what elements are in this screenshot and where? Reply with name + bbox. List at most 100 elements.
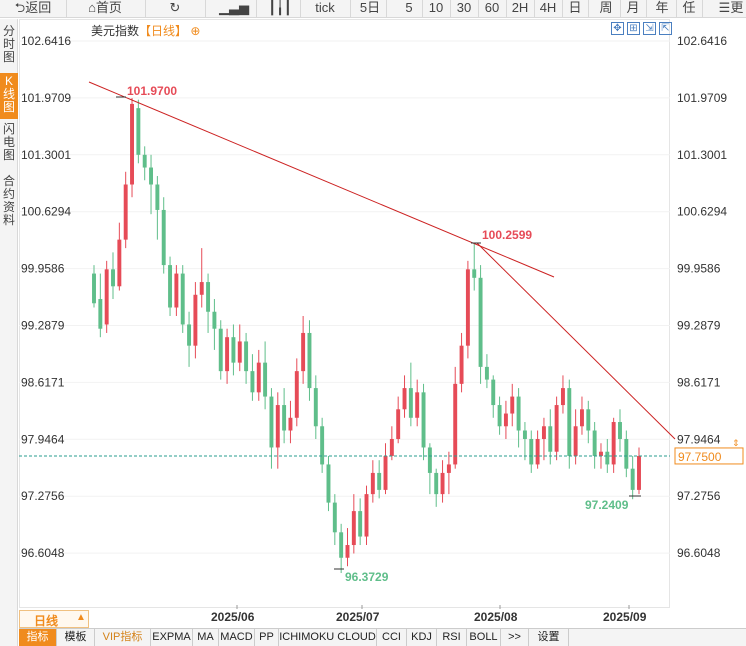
period-button-0[interactable]: 5日 [359,0,381,15]
candle-body-1 [98,299,103,329]
indicator-tab-5[interactable]: MACD [219,629,255,646]
candle-body-69 [529,438,534,465]
x-label-1: 2025/07 [336,610,380,624]
zoom-in-icon[interactable]: ⇲ [643,22,656,35]
candle-body-22 [231,337,236,363]
more-label: 更 [730,0,744,15]
indicator-tab-2[interactable]: VIP指标 [95,629,151,646]
indicator-tab-8[interactable]: CCI [377,629,407,646]
chart-type-button[interactable]: ▁▃▅ [219,0,249,18]
candle-body-37 [326,464,331,503]
indicator-tab-10[interactable]: RSI [437,629,467,646]
candle-body-29 [275,405,280,448]
candlestick-chart[interactable]: 102.6416 102.6416 101.9709 101.9709 101.3001… [19,19,746,628]
indicator-tab-6[interactable]: PP [255,629,279,646]
candle-body-36 [320,426,325,465]
refresh-button[interactable]: ↻ [162,0,188,18]
plot-frame [19,19,670,608]
candle-body-19 [212,311,217,329]
candle-body-61 [478,277,483,367]
refresh-icon: ↻ [169,0,181,15]
grid-icon[interactable]: ⊞ [627,22,640,35]
candle-body-43 [364,494,369,537]
indicator-tab-0[interactable]: 指标 [19,629,57,646]
candle-body-10 [155,184,160,210]
period-button-7[interactable]: 日 [568,0,582,15]
candle-body-23 [237,341,242,363]
candle-body-60 [472,269,477,278]
candle-type-button[interactable]: ┃╽┃ [266,0,294,18]
candle-body-58 [459,345,464,384]
period-button-1[interactable]: 5 [405,0,413,15]
bar-chart-icon: ▁▃▅ [219,0,249,15]
zoom-out-icon[interactable]: ⇱ [659,22,672,35]
tab-timeshare[interactable]: 分时图 [2,24,15,64]
indicator-tab-3[interactable]: EXPMA [151,629,193,646]
period-button-4[interactable]: 60 [484,0,500,15]
trendline-upper [88,81,555,278]
period-button-11[interactable]: 任 [682,0,696,15]
candle-body-86 [637,455,641,490]
candle-body-63 [491,379,496,406]
candle-body-35 [313,388,318,427]
y-tick-right-2: 101.3001 [677,148,727,162]
home-button[interactable]: ⌂首页 [80,0,130,18]
period-button-5[interactable]: 2H [511,0,529,15]
current-price-box [674,447,744,465]
candle-body-15 [187,324,192,346]
tab-kline[interactable]: K线图 [0,73,18,119]
candle-body-54 [434,472,439,495]
back-button[interactable]: ⮌返回 [6,0,60,18]
y-tick-left-8: 97.2756 [21,489,65,503]
indicator-tab-7[interactable]: ICHIMOKU CLOUD [279,629,377,646]
tab-contract-info[interactable]: 合约资料 [2,174,15,227]
indicator-tab-1[interactable]: 模板 [57,629,95,646]
candle-body-76 [573,426,578,456]
indicator-tab-4[interactable]: MA [193,629,219,646]
menu-icon: ☰ [718,0,731,15]
tab-flash[interactable]: 闪电图 [2,122,15,162]
indicator-tab-11[interactable]: BOLL [467,629,501,646]
chart-tools: ✥ ⊞ ⇲ ⇱ [611,22,672,36]
y-tick-right-7: 97.9464 [677,432,721,446]
y-tick-left-4: 99.9586 [21,262,65,276]
period-label: 【日线】 [139,24,188,38]
candle-body-30 [282,405,287,431]
candle-body-6 [130,103,134,185]
period-button-3[interactable]: 30 [456,0,472,15]
info-icon[interactable]: ⊕ [187,24,201,38]
y-tick-left-6: 98.6171 [21,375,65,389]
candle-body-17 [199,282,204,295]
period-button-8[interactable]: 周 [599,0,613,15]
candle-body-79 [592,430,597,456]
candle-body-26 [256,362,261,393]
candle-body-82 [611,422,616,465]
candle-body-39 [339,532,344,558]
candle-body-50 [408,388,413,418]
candle-body-48 [396,409,401,439]
more-button[interactable]: ☰更 [716,0,746,18]
period-button-6[interactable]: 4H [539,0,557,15]
y-tick-left-3: 100.6294 [21,205,71,219]
period-button-10[interactable]: 年 [655,0,669,15]
period-button-9[interactable]: 月 [626,0,640,15]
tick-button[interactable]: tick [315,0,335,15]
y-tick-right-5: 99.2879 [677,318,721,332]
indicator-tab-9[interactable]: KDJ [407,629,437,646]
indicator-tab-12[interactable]: >> [501,629,529,646]
indicator-tab-13[interactable]: 设置 [529,629,569,646]
candle-body-14 [180,273,185,325]
annotation-high-0: 101.9700 [127,84,177,98]
candle-body-49 [402,388,407,410]
period-button-2[interactable]: 10 [428,0,444,15]
candle-body-5 [123,184,128,240]
caret-up-icon: ▲ [76,612,86,623]
period-selector[interactable]: 日线 ▲ [19,610,89,628]
candle-body-13 [174,273,179,308]
trendline-lower [476,242,676,440]
y-tick-right-9: 96.6048 [677,546,721,560]
annotation-high-1: 100.2599 [482,228,532,242]
expand-icon[interactable]: ✥ [611,22,624,35]
candle-body-78 [586,409,591,431]
chart-area[interactable]: 102.6416 102.6416 101.9709 101.9709 101.3001… [19,19,746,628]
